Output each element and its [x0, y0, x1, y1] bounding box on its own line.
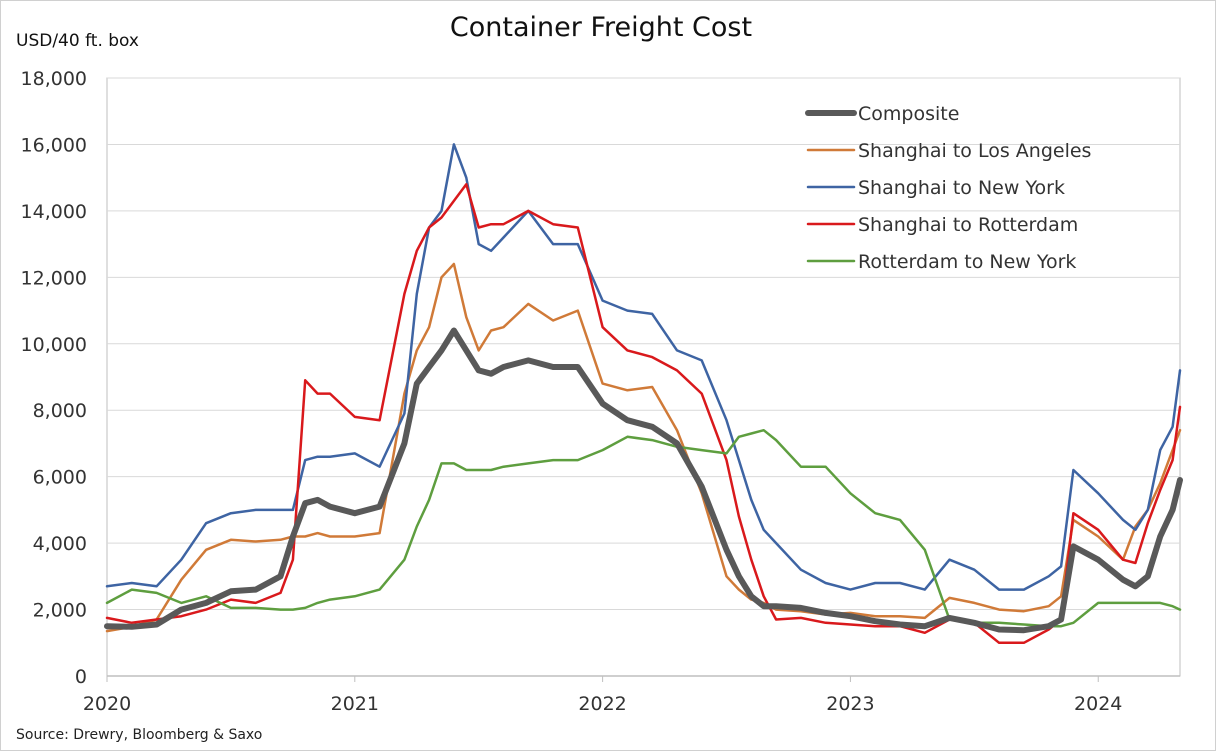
y-tick-label: 16,000 [21, 134, 87, 156]
x-tick-label: 2023 [826, 693, 874, 715]
series-line-shanghai-to-rotterdam [105, 183, 1182, 645]
chart-title: Container Freight Cost [449, 12, 753, 43]
y-axis-label: USD/40 ft. box [16, 31, 139, 51]
y-tick-label: 14,000 [21, 201, 87, 223]
x-tick-label: 2020 [83, 693, 131, 715]
y-tick-label: 12,000 [21, 267, 87, 289]
x-tick-label: 2024 [1074, 693, 1122, 715]
series-line-shanghai-to-new-york [105, 143, 1182, 591]
legend-entry: Rotterdam to New York [858, 251, 1076, 273]
y-tick-label: 0 [75, 666, 87, 688]
x-tick-label: 2022 [578, 693, 626, 715]
y-tick-label: 8,000 [33, 400, 87, 422]
series-line-shanghai-to-los-angeles [105, 262, 1182, 633]
y-tick-label: 2,000 [33, 600, 87, 622]
legend-entry: Shanghai to Rotterdam [858, 214, 1078, 236]
legend-entry: Composite [858, 103, 959, 125]
x-tick-label: 2021 [331, 693, 379, 715]
series-line-composite [104, 327, 1183, 634]
y-tick-label: 4,000 [33, 533, 87, 555]
legend-entry: Shanghai to Los Angeles [858, 140, 1091, 162]
legend-entry: Shanghai to New York [858, 177, 1065, 199]
y-tick-label: 10,000 [21, 334, 87, 356]
y-tick-label: 6,000 [33, 467, 87, 489]
y-tick-label: 18,000 [21, 68, 87, 90]
source-note: Source: Drewry, Bloomberg & Saxo [16, 727, 263, 743]
